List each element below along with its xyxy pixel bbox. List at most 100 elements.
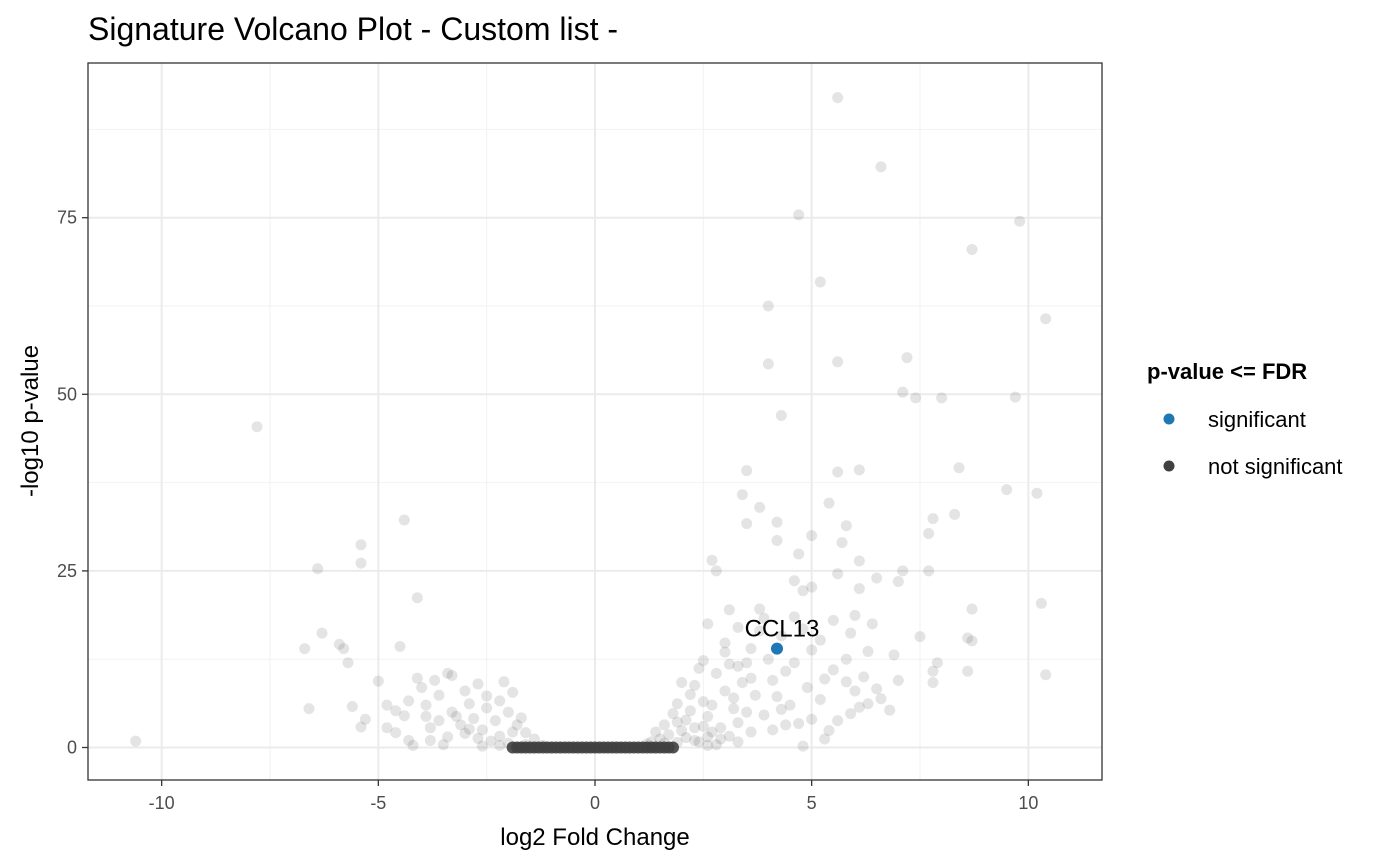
- data-point-not-significant: [437, 739, 449, 751]
- data-point-not-significant: [680, 732, 692, 744]
- data-point-not-significant: [775, 630, 787, 642]
- data-point-not-significant: [498, 676, 510, 688]
- data-point-not-significant: [446, 706, 458, 718]
- data-point-not-significant: [355, 721, 367, 733]
- data-point-not-significant: [914, 631, 926, 643]
- data-point-not-significant: [758, 612, 770, 624]
- data-point-not-significant: [403, 695, 415, 707]
- data-point-not-significant: [871, 683, 883, 695]
- data-point-not-significant: [459, 727, 471, 739]
- data-point-not-significant: [853, 701, 865, 713]
- data-point-not-significant: [1009, 391, 1021, 403]
- data-point-not-significant: [303, 703, 315, 715]
- data-point-not-significant: [520, 727, 532, 739]
- data-point-not-significant: [797, 585, 809, 597]
- data-point-not-significant: [788, 657, 800, 669]
- data-point-not-significant: [654, 733, 666, 745]
- data-point-not-significant: [342, 657, 354, 669]
- data-point-not-significant: [702, 710, 714, 722]
- data-point-not-significant: [927, 677, 939, 689]
- data-point-not-significant: [719, 685, 731, 697]
- data-point-not-significant: [390, 705, 402, 717]
- data-point-not-significant: [1040, 313, 1052, 325]
- data-point-not-significant: [788, 575, 800, 587]
- data-point-not-significant: [706, 554, 718, 566]
- data-point-not-significant: [494, 739, 506, 751]
- data-point-not-significant: [697, 655, 709, 667]
- data-point-not-significant: [962, 632, 974, 644]
- data-point-not-significant: [507, 726, 519, 738]
- data-point-not-significant: [346, 701, 358, 713]
- data-point-not-significant: [537, 739, 549, 751]
- data-point-not-significant: [381, 699, 393, 711]
- data-point-not-significant: [472, 732, 484, 744]
- data-point-not-significant: [801, 681, 813, 693]
- data-point-not-significant: [862, 698, 874, 710]
- data-point-not-significant: [853, 555, 865, 567]
- data-point-not-significant: [476, 724, 488, 736]
- data-point-not-significant: [693, 736, 705, 748]
- y-tick-label: 25: [57, 561, 77, 581]
- data-point-not-significant: [806, 581, 818, 593]
- data-point-not-significant: [706, 726, 718, 738]
- x-tick-label: 0: [590, 793, 600, 813]
- data-point-not-significant: [472, 678, 484, 690]
- data-point-not-significant: [754, 603, 766, 615]
- data-point-not-significant: [706, 699, 718, 711]
- legend: p-value <= FDR significant not significa…: [1147, 359, 1343, 479]
- data-point-not-significant: [641, 738, 653, 750]
- data-point-not-significant: [676, 725, 688, 737]
- data-point-not-significant: [463, 698, 475, 710]
- data-point-not-significant: [840, 676, 852, 688]
- data-point-not-significant: [702, 739, 714, 751]
- data-point-not-significant: [819, 673, 831, 685]
- data-point-not-significant: [468, 713, 480, 725]
- data-point-not-significant: [715, 733, 727, 745]
- data-point-not-significant: [771, 516, 783, 528]
- data-point-not-significant: [897, 565, 909, 577]
- data-point-not-significant: [372, 675, 384, 687]
- data-point-not-significant: [849, 685, 861, 697]
- data-point-not-significant: [671, 737, 683, 749]
- data-point-not-significant: [732, 717, 744, 729]
- legend-key-not-significant: [1163, 460, 1175, 472]
- data-point-not-significant: [966, 635, 978, 647]
- legend-title: p-value <= FDR: [1147, 359, 1307, 384]
- data-point-not-significant: [684, 705, 696, 717]
- data-point-not-significant: [927, 665, 939, 677]
- data-point-not-significant: [667, 741, 679, 754]
- data-point-not-significant: [832, 466, 844, 478]
- data-point-not-significant: [784, 699, 796, 711]
- data-point-not-significant: [788, 611, 800, 623]
- chart-title: Signature Volcano Plot - Custom list -: [88, 11, 618, 47]
- data-point-not-significant: [762, 300, 774, 312]
- data-point-not-significant: [689, 722, 701, 734]
- data-point-not-significant: [398, 710, 410, 722]
- data-point-not-significant: [697, 720, 709, 732]
- data-point-not-significant: [723, 730, 735, 742]
- data-point-not-significant: [650, 726, 662, 738]
- legend-label-significant: significant: [1208, 407, 1306, 432]
- data-point-not-significant: [858, 671, 870, 683]
- data-point-not-significant: [502, 706, 514, 718]
- data-point-not-significant: [671, 716, 683, 728]
- data-point-not-significant: [710, 667, 722, 679]
- y-tick-label: 50: [57, 384, 77, 404]
- data-point-not-significant: [875, 161, 887, 173]
- data-point-not-significant: [494, 730, 506, 742]
- x-tick-label: 10: [1018, 793, 1038, 813]
- data-point-not-significant: [442, 667, 454, 679]
- data-point-not-significant: [481, 690, 493, 702]
- data-point-not-significant: [663, 729, 675, 741]
- data-point-not-significant: [411, 672, 423, 684]
- data-point-not-significant: [528, 733, 540, 745]
- data-point-not-significant: [797, 740, 809, 752]
- data-point-not-significant: [697, 696, 709, 708]
- data-point-not-significant: [676, 677, 688, 689]
- data-point-not-significant: [338, 643, 350, 655]
- data-point-not-significant: [684, 689, 696, 701]
- data-point-not-significant: [728, 703, 740, 715]
- data-point-not-significant: [693, 662, 705, 674]
- data-point-not-significant: [485, 735, 497, 747]
